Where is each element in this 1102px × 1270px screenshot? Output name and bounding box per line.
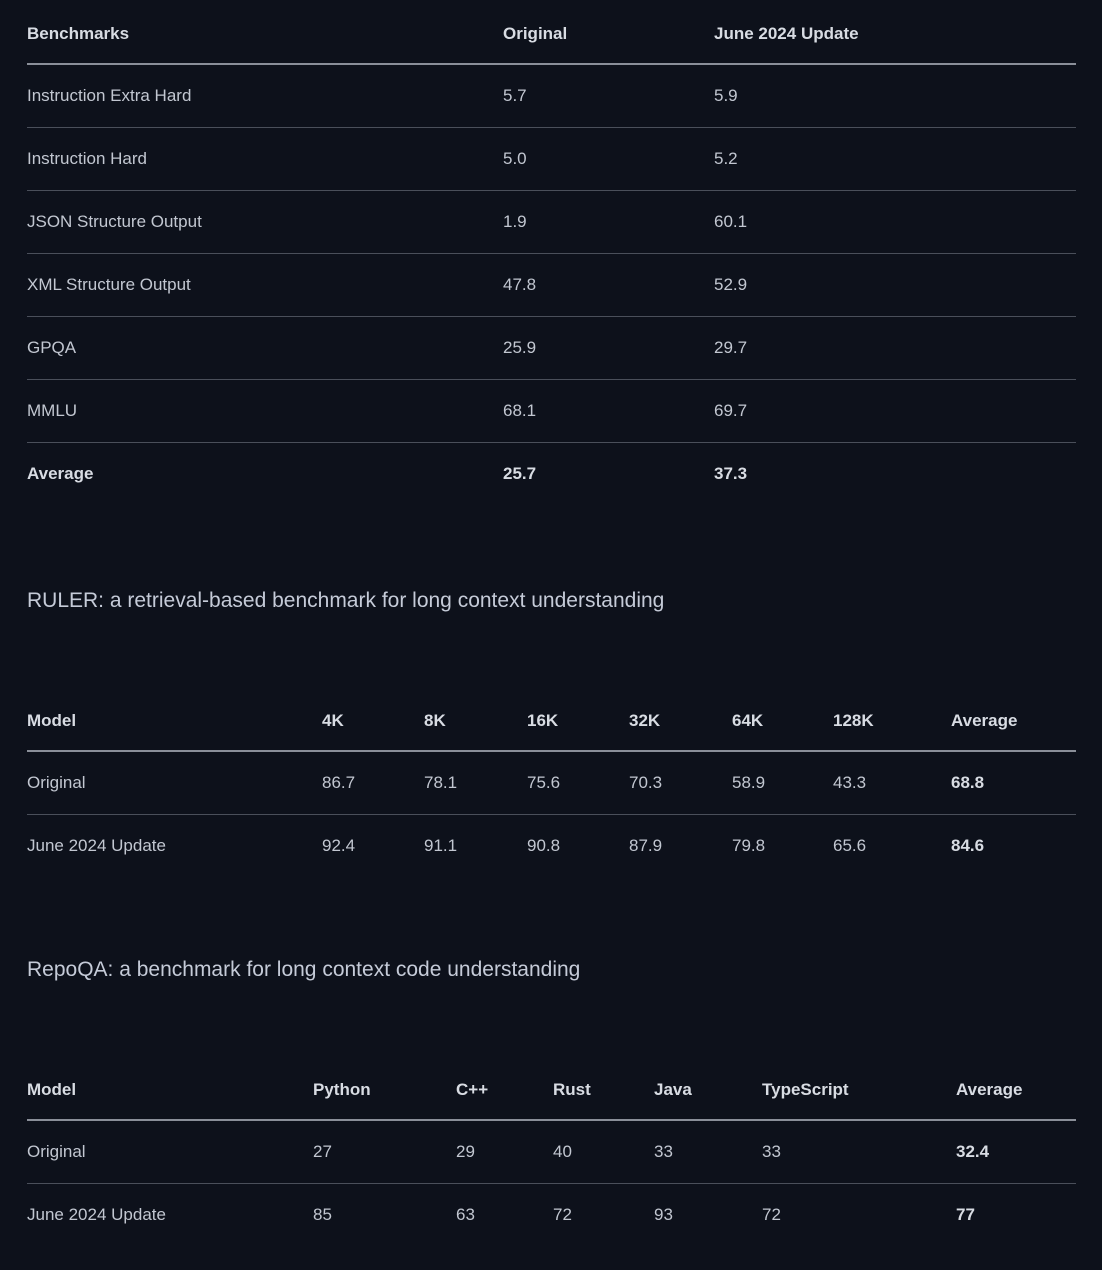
- table-row: Original 86.7 78.1 75.6 70.3 58.9 43.3 6…: [27, 751, 1076, 815]
- column-header-4k: 4K: [322, 687, 424, 752]
- column-header-16k: 16K: [527, 687, 629, 752]
- column-header-model: Model: [27, 687, 322, 752]
- benchmark-name: MMLU: [27, 379, 503, 443]
- score-128k: 65.6: [833, 836, 867, 855]
- benchmark-name: XML Structure Output: [27, 253, 503, 317]
- update-score: 52.9: [714, 253, 1076, 317]
- score-8k: 91.1: [424, 836, 458, 855]
- benchmark-name: Instruction Extra Hard: [27, 64, 503, 128]
- score-rust: 40: [553, 1120, 654, 1184]
- table-header-row: Benchmarks Original June 2024 Update: [27, 16, 1076, 65]
- score-cpp: 63: [456, 1205, 475, 1224]
- table-row: Original 27 29 40 33 33 32.4: [27, 1120, 1076, 1184]
- score-32k: 87.9: [629, 836, 663, 855]
- score-typescript: 33: [762, 1120, 956, 1184]
- score-32k: 70.3: [629, 751, 732, 815]
- original-score: 68.1: [503, 379, 714, 443]
- update-score: 29.7: [714, 316, 1076, 380]
- column-header-64k: 64K: [732, 687, 833, 752]
- score-rust: 72: [553, 1205, 572, 1224]
- score-16k: 75.6: [527, 751, 629, 815]
- benchmark-name: GPQA: [27, 316, 503, 380]
- ruler-table: Model 4K 8K 16K 32K 64K 128K Average Ori…: [27, 687, 1076, 877]
- column-header-cpp: C++: [456, 1056, 553, 1121]
- table-row: Instruction Hard 5.0 5.2: [27, 127, 1076, 191]
- score-4k: 92.4: [322, 836, 356, 855]
- score-python: 85: [313, 1205, 332, 1224]
- repoqa-section-heading: RepoQA: a benchmark for long context cod…: [27, 958, 581, 981]
- model-name: June 2024 Update: [27, 1205, 166, 1224]
- score-python: 27: [313, 1120, 456, 1184]
- column-header-128k: 128K: [833, 687, 951, 752]
- benchmark-name: Instruction Hard: [27, 127, 503, 191]
- original-average: 25.7: [503, 464, 537, 483]
- score-64k: 79.8: [732, 836, 766, 855]
- original-score: 25.9: [503, 316, 714, 380]
- table-header-row: Model 4K 8K 16K 32K 64K 128K Average: [27, 687, 1076, 752]
- score-average: 84.6: [951, 836, 985, 855]
- score-64k: 58.9: [732, 751, 833, 815]
- repoqa-table: Model Python C++ Rust Java TypeScript Av…: [27, 1056, 1076, 1246]
- column-header-average: Average: [951, 687, 1076, 752]
- benchmark-name: JSON Structure Output: [27, 190, 503, 254]
- update-score: 69.7: [714, 379, 1076, 443]
- table-row: MMLU 68.1 69.7: [27, 379, 1076, 443]
- column-header-python: Python: [313, 1056, 456, 1121]
- table-row: Instruction Extra Hard 5.7 5.9: [27, 64, 1076, 128]
- model-name: June 2024 Update: [27, 836, 166, 855]
- column-header-original: Original: [503, 16, 714, 65]
- score-average: 32.4: [956, 1120, 1076, 1184]
- column-header-june-2024-update: June 2024 Update: [714, 16, 1076, 65]
- average-row: Average 25.7 37.3: [27, 443, 1076, 506]
- original-score: 5.7: [503, 64, 714, 128]
- update-score: 5.9: [714, 64, 1076, 128]
- update-score: 5.2: [714, 127, 1076, 191]
- original-score: 1.9: [503, 190, 714, 254]
- ruler-section-heading: RULER: a retrieval-based benchmark for l…: [27, 589, 665, 612]
- score-4k: 86.7: [322, 751, 424, 815]
- table-row: JSON Structure Output 1.9 60.1: [27, 190, 1076, 254]
- score-8k: 78.1: [424, 751, 527, 815]
- update-average: 37.3: [714, 464, 748, 483]
- score-average: 77: [956, 1205, 975, 1224]
- column-header-model: Model: [27, 1056, 313, 1121]
- original-score: 47.8: [503, 253, 714, 317]
- model-name: Original: [27, 751, 322, 815]
- column-header-8k: 8K: [424, 687, 527, 752]
- column-header-32k: 32K: [629, 687, 732, 752]
- score-typescript: 72: [762, 1205, 781, 1224]
- score-16k: 90.8: [527, 836, 561, 855]
- table-row: June 2024 Update 85 63 72 93 72 77: [27, 1184, 1076, 1247]
- column-header-java: Java: [654, 1056, 762, 1121]
- table-header-row: Model Python C++ Rust Java TypeScript Av…: [27, 1056, 1076, 1121]
- column-header-rust: Rust: [553, 1056, 654, 1121]
- column-header-benchmarks: Benchmarks: [27, 16, 503, 65]
- original-score: 5.0: [503, 127, 714, 191]
- update-score: 60.1: [714, 190, 1076, 254]
- table-row: June 2024 Update 92.4 91.1 90.8 87.9 79.…: [27, 815, 1076, 878]
- score-128k: 43.3: [833, 751, 951, 815]
- score-average: 68.8: [951, 751, 1076, 815]
- table-row: GPQA 25.9 29.7: [27, 316, 1076, 380]
- benchmarks-table: Benchmarks Original June 2024 Update Ins…: [27, 16, 1076, 505]
- score-java: 93: [654, 1205, 673, 1224]
- score-java: 33: [654, 1120, 762, 1184]
- model-name: Original: [27, 1120, 313, 1184]
- table-row: XML Structure Output 47.8 52.9: [27, 253, 1076, 317]
- column-header-typescript: TypeScript: [762, 1056, 956, 1121]
- average-label: Average: [27, 464, 94, 483]
- column-header-average: Average: [956, 1056, 1076, 1121]
- score-cpp: 29: [456, 1120, 553, 1184]
